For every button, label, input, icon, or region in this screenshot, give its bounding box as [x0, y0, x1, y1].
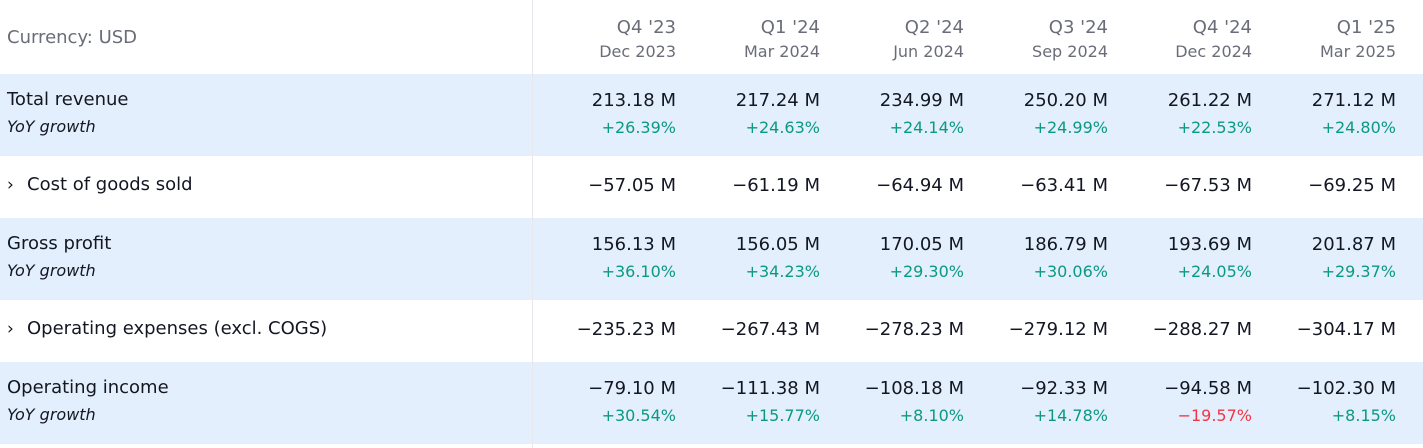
table-row-operating-income[interactable]: Operating income YoY growth −79.10 M −11…	[0, 362, 1423, 444]
value-cell: −235.23 M	[576, 319, 676, 340]
growth-cell: +8.10%	[899, 406, 964, 425]
yoy-growth-label: YoY growth	[7, 117, 96, 136]
growth-cell: +24.80%	[1321, 118, 1396, 137]
yoy-growth-label: YoY growth	[7, 261, 96, 280]
growth-cell: +14.78%	[1033, 406, 1108, 425]
value-cell: −57.05 M	[588, 175, 676, 196]
value-cell: −69.25 M	[1308, 175, 1396, 196]
period-header[interactable]: Q4 '24 Dec 2024	[1122, 17, 1252, 63]
row-label: Operating expenses (excl. COGS)	[27, 318, 328, 339]
period-quarter: Q3 '24	[1048, 17, 1108, 38]
value-cell: 156.05 M	[735, 234, 820, 255]
value-cell: 156.13 M	[591, 234, 676, 255]
growth-cell: +34.23%	[745, 262, 820, 281]
chevron-right-icon[interactable]: ›	[7, 319, 14, 339]
period-header[interactable]: Q3 '24 Sep 2024	[978, 17, 1108, 63]
value-cell: −108.18 M	[864, 378, 964, 399]
value-cell: −279.12 M	[1008, 319, 1108, 340]
value-cell: 201.87 M	[1311, 234, 1396, 255]
growth-cell: +29.30%	[889, 262, 964, 281]
row-label: Total revenue	[7, 89, 129, 110]
period-date: Dec 2024	[1175, 42, 1252, 61]
table-row-cost-of-goods-sold[interactable]: › Cost of goods sold −57.05 M −61.19 M −6…	[0, 156, 1423, 218]
growth-cell: +30.54%	[601, 406, 676, 425]
value-cell: −61.19 M	[732, 175, 820, 196]
growth-cell: +24.99%	[1033, 118, 1108, 137]
table-header: Currency: USD Q4 '23 Dec 2023 Q1 '24 Mar…	[0, 0, 1423, 74]
growth-cell: +29.37%	[1321, 262, 1396, 281]
value-cell: 193.69 M	[1167, 234, 1252, 255]
period-quarter: Q1 '25	[1336, 17, 1396, 38]
value-cell: −304.17 M	[1296, 319, 1396, 340]
currency-label: Currency: USD	[7, 27, 138, 48]
period-date: Mar 2025	[1320, 42, 1396, 61]
growth-cell: +24.05%	[1177, 262, 1252, 281]
growth-cell: +36.10%	[601, 262, 676, 281]
growth-cell: +15.77%	[745, 406, 820, 425]
value-cell: 234.99 M	[879, 90, 964, 111]
value-cell: −64.94 M	[876, 175, 964, 196]
period-date: Dec 2023	[599, 42, 676, 61]
value-cell: −63.41 M	[1020, 175, 1108, 196]
period-quarter: Q1 '24	[760, 17, 820, 38]
table-row-gross-profit[interactable]: Gross profit YoY growth 156.13 M 156.05 …	[0, 218, 1423, 300]
growth-cell: +24.14%	[889, 118, 964, 137]
row-label: Operating income	[7, 377, 169, 398]
value-cell: −67.53 M	[1164, 175, 1252, 196]
row-label: Cost of goods sold	[27, 174, 193, 195]
value-cell: −267.43 M	[720, 319, 820, 340]
yoy-growth-label: YoY growth	[7, 405, 96, 424]
value-cell: 250.20 M	[1023, 90, 1108, 111]
period-header[interactable]: Q2 '24 Jun 2024	[834, 17, 964, 63]
growth-cell: +24.63%	[745, 118, 820, 137]
period-header[interactable]: Q4 '23 Dec 2023	[546, 17, 676, 63]
value-cell: −288.27 M	[1152, 319, 1252, 340]
table-row-operating-expenses[interactable]: › Operating expenses (excl. COGS) −235.23…	[0, 300, 1423, 362]
value-cell: 170.05 M	[879, 234, 964, 255]
growth-cell: +22.53%	[1177, 118, 1252, 137]
period-date: Sep 2024	[1032, 42, 1108, 61]
value-cell: 271.12 M	[1311, 90, 1396, 111]
value-cell: 261.22 M	[1167, 90, 1252, 111]
chevron-right-icon[interactable]: ›	[7, 175, 14, 195]
period-quarter: Q4 '24	[1192, 17, 1252, 38]
growth-cell: +26.39%	[601, 118, 676, 137]
value-cell: −79.10 M	[588, 378, 676, 399]
value-cell: −278.23 M	[864, 319, 964, 340]
period-quarter: Q2 '24	[904, 17, 964, 38]
value-cell: 186.79 M	[1023, 234, 1108, 255]
period-header[interactable]: Q1 '25 Mar 2025	[1266, 17, 1396, 63]
value-cell: 217.24 M	[735, 90, 820, 111]
row-label-expandable[interactable]: › Cost of goods sold	[7, 174, 193, 195]
value-cell: −94.58 M	[1164, 378, 1252, 399]
period-header[interactable]: Q1 '24 Mar 2024	[690, 17, 820, 63]
row-label-expandable[interactable]: › Operating expenses (excl. COGS)	[7, 318, 327, 339]
value-cell: −111.38 M	[720, 378, 820, 399]
period-date: Jun 2024	[893, 42, 964, 61]
column-divider	[532, 0, 533, 448]
growth-cell: +30.06%	[1033, 262, 1108, 281]
period-date: Mar 2024	[744, 42, 820, 61]
growth-cell: +8.15%	[1331, 406, 1396, 425]
period-quarter: Q4 '23	[616, 17, 676, 38]
row-label: Gross profit	[7, 233, 112, 254]
value-cell: 213.18 M	[591, 90, 676, 111]
table-row-total-revenue[interactable]: Total revenue YoY growth 213.18 M 217.24…	[0, 74, 1423, 156]
value-cell: −102.30 M	[1296, 378, 1396, 399]
value-cell: −92.33 M	[1020, 378, 1108, 399]
growth-cell-negative: −19.57%	[1177, 406, 1252, 425]
